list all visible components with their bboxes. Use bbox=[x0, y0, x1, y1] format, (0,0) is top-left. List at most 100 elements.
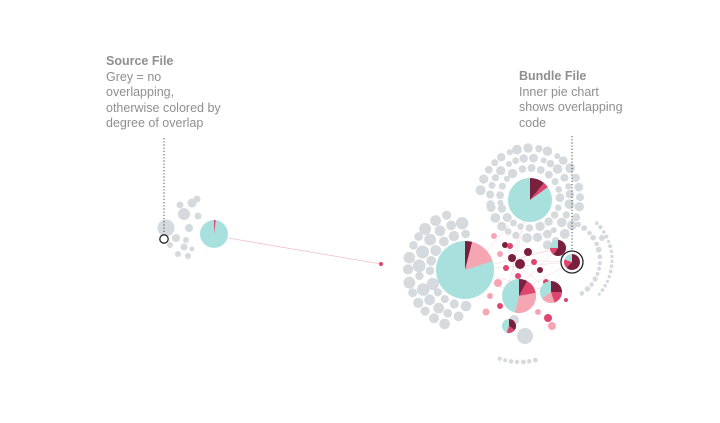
file-nodes bbox=[159, 178, 584, 333]
module-bubble bbox=[589, 282, 594, 287]
module-bubble bbox=[506, 149, 513, 156]
module-bubble bbox=[494, 279, 502, 287]
module-bubble bbox=[185, 224, 193, 232]
module-bubble bbox=[185, 253, 191, 259]
module-bubble bbox=[420, 306, 430, 316]
module-bubble bbox=[512, 157, 520, 165]
module-bubble bbox=[595, 246, 602, 253]
module-bubble bbox=[605, 279, 610, 283]
module-bubble bbox=[527, 359, 532, 364]
module-bubble bbox=[496, 191, 504, 200]
module-bubble bbox=[604, 234, 609, 239]
module-bubble bbox=[449, 299, 459, 309]
module-bubble bbox=[535, 221, 545, 231]
bundle-file-title: Bundle File bbox=[519, 69, 587, 83]
module-bubble bbox=[403, 251, 416, 264]
module-bubble bbox=[594, 241, 599, 247]
overlap-link bbox=[227, 237, 382, 265]
bundle-file-callout: Bundle File Inner pie chart shows overla… bbox=[519, 69, 659, 131]
module-bubble bbox=[545, 170, 553, 179]
module-bubble bbox=[403, 276, 416, 289]
module-bubble bbox=[479, 174, 489, 184]
bundle-file-node-top-slice-0 bbox=[530, 178, 545, 200]
module-bubble bbox=[183, 237, 189, 243]
module-bubble bbox=[461, 229, 470, 239]
module-bubble bbox=[415, 271, 424, 281]
module-bubble bbox=[574, 182, 584, 192]
module-bubble bbox=[507, 168, 518, 179]
module-bubble bbox=[429, 313, 439, 324]
module-bubble bbox=[497, 251, 503, 257]
module-bubble bbox=[504, 228, 512, 235]
module-bubble bbox=[560, 173, 569, 182]
module-bubble bbox=[453, 311, 464, 322]
bundle-file-node-small-slice-1 bbox=[550, 248, 558, 255]
source-file-callout: Source File Grey = no overlapping, other… bbox=[106, 54, 276, 132]
module-bubble bbox=[430, 215, 441, 227]
module-bubble bbox=[521, 359, 526, 365]
module-bubble bbox=[564, 298, 568, 302]
module-bubble bbox=[482, 308, 490, 316]
module-bubble bbox=[491, 159, 499, 167]
module-bubble bbox=[172, 234, 180, 242]
module-bubble bbox=[531, 259, 537, 265]
module-bubble bbox=[523, 143, 533, 153]
module-bubble bbox=[562, 211, 570, 219]
module-bubble bbox=[522, 233, 532, 243]
module-bubble bbox=[536, 166, 545, 174]
module-bubble bbox=[540, 157, 547, 164]
module-bubble bbox=[524, 248, 532, 256]
module-bubble bbox=[408, 288, 418, 298]
module-bubble bbox=[590, 234, 596, 241]
module-bubble bbox=[510, 219, 517, 227]
bundle-file-node-top-slice-1 bbox=[530, 183, 548, 200]
bundle-file-node-tiny-slice-1 bbox=[506, 326, 515, 333]
module-bubble bbox=[609, 249, 614, 254]
module-bubble bbox=[544, 314, 552, 322]
module-bubble bbox=[180, 243, 188, 251]
module-bubble bbox=[178, 208, 190, 220]
module-bubble bbox=[497, 356, 502, 361]
module-bubble bbox=[419, 223, 431, 235]
module-bubble bbox=[555, 186, 563, 193]
module-bubble bbox=[379, 262, 383, 266]
module-bubble bbox=[175, 251, 181, 257]
module-bubble bbox=[440, 295, 449, 304]
bundle-file-node-mid-slice-0 bbox=[551, 281, 562, 292]
module-bubble bbox=[475, 185, 486, 196]
bundle-file-node-lower-slice-2 bbox=[514, 292, 537, 313]
module-bubble bbox=[603, 283, 607, 288]
module-bubble bbox=[167, 242, 173, 248]
module-bubble bbox=[558, 156, 568, 165]
module-bubble bbox=[519, 154, 528, 163]
bundle-file-node-highlighted-slice-0 bbox=[566, 254, 580, 270]
module-bubble bbox=[413, 297, 424, 308]
module-bubble bbox=[555, 193, 565, 203]
module-bubble bbox=[517, 328, 533, 344]
module-bubble bbox=[434, 225, 446, 237]
module-bubble bbox=[529, 153, 538, 163]
module-bubble bbox=[550, 211, 559, 219]
module-bubble bbox=[550, 227, 557, 234]
source-file-node-slice-0 bbox=[214, 220, 216, 234]
module-bubble bbox=[607, 274, 612, 279]
bundle-file-node-small-slice-0 bbox=[553, 240, 566, 256]
module-bubble bbox=[439, 318, 450, 330]
module-bubble bbox=[548, 322, 556, 330]
module-bubble bbox=[484, 165, 493, 174]
module-bubble bbox=[527, 164, 536, 172]
module-bubble bbox=[600, 288, 605, 292]
module-bubble bbox=[597, 292, 601, 296]
module-bubble bbox=[518, 165, 527, 173]
module-bubble bbox=[503, 175, 510, 182]
module-bubble bbox=[584, 286, 591, 292]
module-bubble bbox=[193, 195, 201, 203]
module-bubble bbox=[424, 294, 436, 306]
module-bubble bbox=[559, 228, 570, 239]
module-bubble bbox=[487, 293, 493, 299]
module-bubble bbox=[442, 210, 452, 220]
bundle-file-node-main-slice-1 bbox=[465, 241, 493, 270]
module-bubble bbox=[506, 161, 512, 167]
module-bubble bbox=[544, 217, 553, 226]
module-bubble bbox=[597, 266, 602, 271]
